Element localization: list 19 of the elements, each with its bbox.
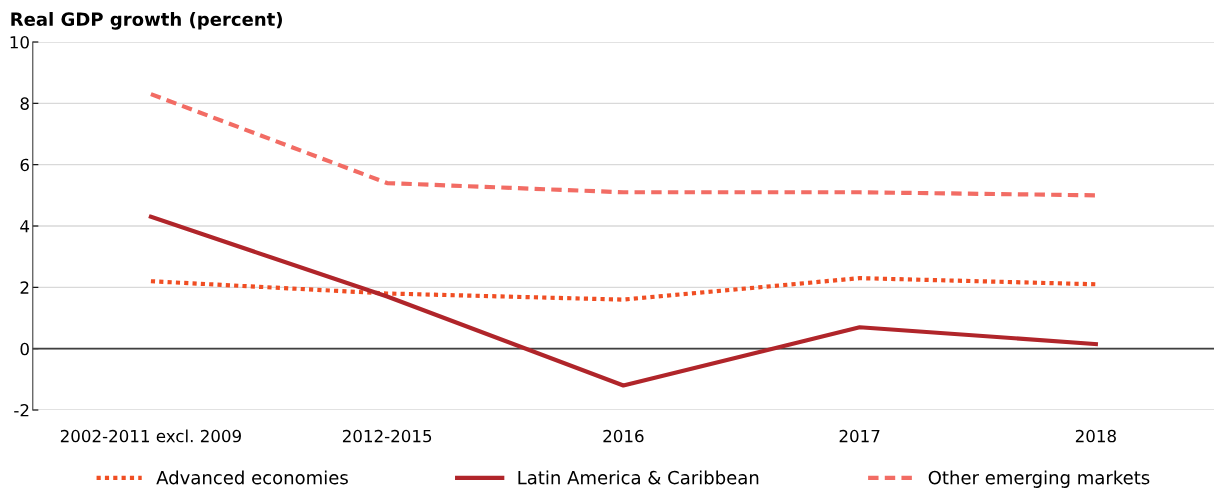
x-tick-label: 2016 [603, 429, 644, 443]
legend-label: Latin America & Caribbean [518, 470, 759, 485]
legend-label: Other emerging markets [928, 470, 1150, 488]
x-tick-label: 2002-2011 excl. 2009 [60, 429, 241, 443]
y-tick-label: 8 [20, 97, 29, 110]
line-series [148, 92, 1098, 198]
y-tick-label: 2 [20, 281, 29, 294]
legend-label: Advanced economies [156, 470, 348, 485]
y-tick-label: 4 [20, 220, 30, 233]
chart-title: Real GDP growth (percent) [11, 12, 282, 30]
line-series [148, 276, 1098, 302]
y-tick-label: 10 [10, 35, 29, 49]
y-tick-label: -2 [14, 403, 29, 417]
y-tick-label: 0 [20, 342, 29, 356]
line-series [148, 214, 1098, 388]
x-tick-label: 2012-2015 [342, 429, 432, 443]
y-tick-label: 6 [20, 158, 29, 172]
x-tick-label: 2018 [1075, 429, 1116, 443]
x-tick-label: 2017 [839, 429, 880, 443]
